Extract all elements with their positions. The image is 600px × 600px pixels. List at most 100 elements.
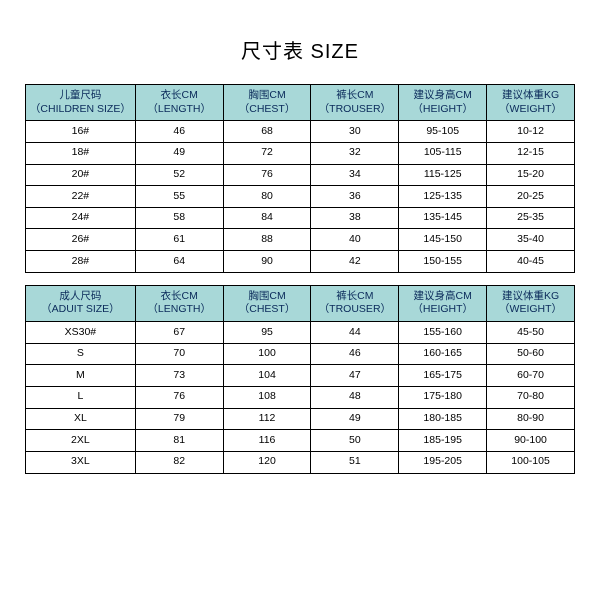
cell-length: 55 (135, 186, 223, 208)
cell-chest: 88 (223, 229, 311, 251)
adult-size-table: 成人尺码 （ADUIT SIZE） 衣长CM （LENGTH） 胸围CM （CH… (25, 285, 575, 474)
cell-trouser: 46 (311, 343, 399, 365)
col-header-weight: 建议体重KG （WEIGHT） (487, 285, 575, 321)
header-size-cn: 儿童尺码 (59, 89, 101, 101)
cell-trouser: 49 (311, 408, 399, 430)
cell-trouser: 32 (311, 142, 399, 164)
header-length-en: （LENGTH） (147, 303, 211, 315)
cell-chest: 100 (223, 343, 311, 365)
header-length-en: （LENGTH） (147, 103, 211, 115)
header-size-en: （CHILDREN SIZE） (30, 103, 131, 115)
cell-size: 28# (26, 251, 136, 273)
header-chest-en: （CHEST） (239, 303, 296, 315)
cell-weight: 10-12 (487, 121, 575, 143)
cell-trouser: 44 (311, 322, 399, 344)
header-chest-cn: 胸围CM (248, 89, 285, 101)
cell-chest: 90 (223, 251, 311, 273)
cell-size: L (26, 386, 136, 408)
cell-length: 46 (135, 121, 223, 143)
cell-length: 58 (135, 207, 223, 229)
header-chest-en: （CHEST） (239, 103, 296, 115)
table-row: 18#497232105-11512-15 (26, 142, 575, 164)
cell-trouser: 47 (311, 365, 399, 387)
table-row: 24#588438135-14525-35 (26, 207, 575, 229)
table-row: 26#618840145-15035-40 (26, 229, 575, 251)
cell-chest: 84 (223, 207, 311, 229)
cell-size: 2XL (26, 430, 136, 452)
cell-chest: 108 (223, 386, 311, 408)
cell-chest: 112 (223, 408, 311, 430)
header-length-cn: 衣长CM (161, 89, 198, 101)
cell-length: 67 (135, 322, 223, 344)
header-trouser-cn: 裤长CM (336, 89, 373, 101)
cell-length: 70 (135, 343, 223, 365)
table-row: 2XL8111650185-19590-100 (26, 430, 575, 452)
cell-weight: 15-20 (487, 164, 575, 186)
cell-length: 49 (135, 142, 223, 164)
cell-height: 125-135 (399, 186, 487, 208)
cell-length: 79 (135, 408, 223, 430)
cell-weight: 12-15 (487, 142, 575, 164)
cell-height: 105-115 (399, 142, 487, 164)
header-trouser-en: （TROUSER） (319, 303, 391, 315)
cell-size: S (26, 343, 136, 365)
cell-length: 82 (135, 451, 223, 473)
table-row: M7310447165-17560-70 (26, 365, 575, 387)
cell-chest: 104 (223, 365, 311, 387)
header-height-cn: 建议身高CM (414, 89, 472, 101)
table-row: L7610848175-18070-80 (26, 386, 575, 408)
cell-size: XL (26, 408, 136, 430)
cell-weight: 40-45 (487, 251, 575, 273)
cell-length: 64 (135, 251, 223, 273)
cell-height: 195-205 (399, 451, 487, 473)
cell-size: 26# (26, 229, 136, 251)
col-header-size: 儿童尺码 （CHILDREN SIZE） (26, 85, 136, 121)
cell-chest: 80 (223, 186, 311, 208)
cell-trouser: 48 (311, 386, 399, 408)
header-trouser-cn: 裤长CM (336, 290, 373, 302)
header-height-en: （HEIGHT） (412, 103, 473, 115)
cell-height: 180-185 (399, 408, 487, 430)
adult-header-row: 成人尺码 （ADUIT SIZE） 衣长CM （LENGTH） 胸围CM （CH… (26, 285, 575, 321)
col-header-weight: 建议体重KG （WEIGHT） (487, 85, 575, 121)
cell-height: 185-195 (399, 430, 487, 452)
header-weight-en: （WEIGHT） (499, 103, 562, 115)
col-header-height: 建议身高CM （HEIGHT） (399, 85, 487, 121)
cell-weight: 90-100 (487, 430, 575, 452)
header-chest-cn: 胸围CM (248, 290, 285, 302)
cell-size: 20# (26, 164, 136, 186)
header-height-en: （HEIGHT） (412, 303, 473, 315)
table-row: S7010046160-16550-60 (26, 343, 575, 365)
col-header-trouser: 裤长CM （TROUSER） (311, 285, 399, 321)
col-header-trouser: 裤长CM （TROUSER） (311, 85, 399, 121)
col-header-height: 建议身高CM （HEIGHT） (399, 285, 487, 321)
cell-weight: 45-50 (487, 322, 575, 344)
header-size-cn: 成人尺码 (59, 290, 101, 302)
cell-size: M (26, 365, 136, 387)
col-header-length: 衣长CM （LENGTH） (135, 285, 223, 321)
cell-trouser: 50 (311, 430, 399, 452)
table-row: 20#527634115-12515-20 (26, 164, 575, 186)
table-row: 22#558036125-13520-25 (26, 186, 575, 208)
table-row: 28#649042150-15540-45 (26, 251, 575, 273)
header-weight-en: （WEIGHT） (499, 303, 562, 315)
cell-height: 165-175 (399, 365, 487, 387)
children-header-row: 儿童尺码 （CHILDREN SIZE） 衣长CM （LENGTH） 胸围CM … (26, 85, 575, 121)
cell-trouser: 36 (311, 186, 399, 208)
cell-chest: 76 (223, 164, 311, 186)
cell-trouser: 42 (311, 251, 399, 273)
cell-height: 150-155 (399, 251, 487, 273)
cell-chest: 120 (223, 451, 311, 473)
col-header-length: 衣长CM （LENGTH） (135, 85, 223, 121)
cell-height: 145-150 (399, 229, 487, 251)
cell-height: 155-160 (399, 322, 487, 344)
cell-length: 81 (135, 430, 223, 452)
cell-chest: 68 (223, 121, 311, 143)
cell-chest: 72 (223, 142, 311, 164)
cell-size: 22# (26, 186, 136, 208)
cell-weight: 70-80 (487, 386, 575, 408)
cell-height: 95-105 (399, 121, 487, 143)
cell-weight: 20-25 (487, 186, 575, 208)
table-row: XL7911249180-18580-90 (26, 408, 575, 430)
table-row: 3XL8212051195-205100-105 (26, 451, 575, 473)
